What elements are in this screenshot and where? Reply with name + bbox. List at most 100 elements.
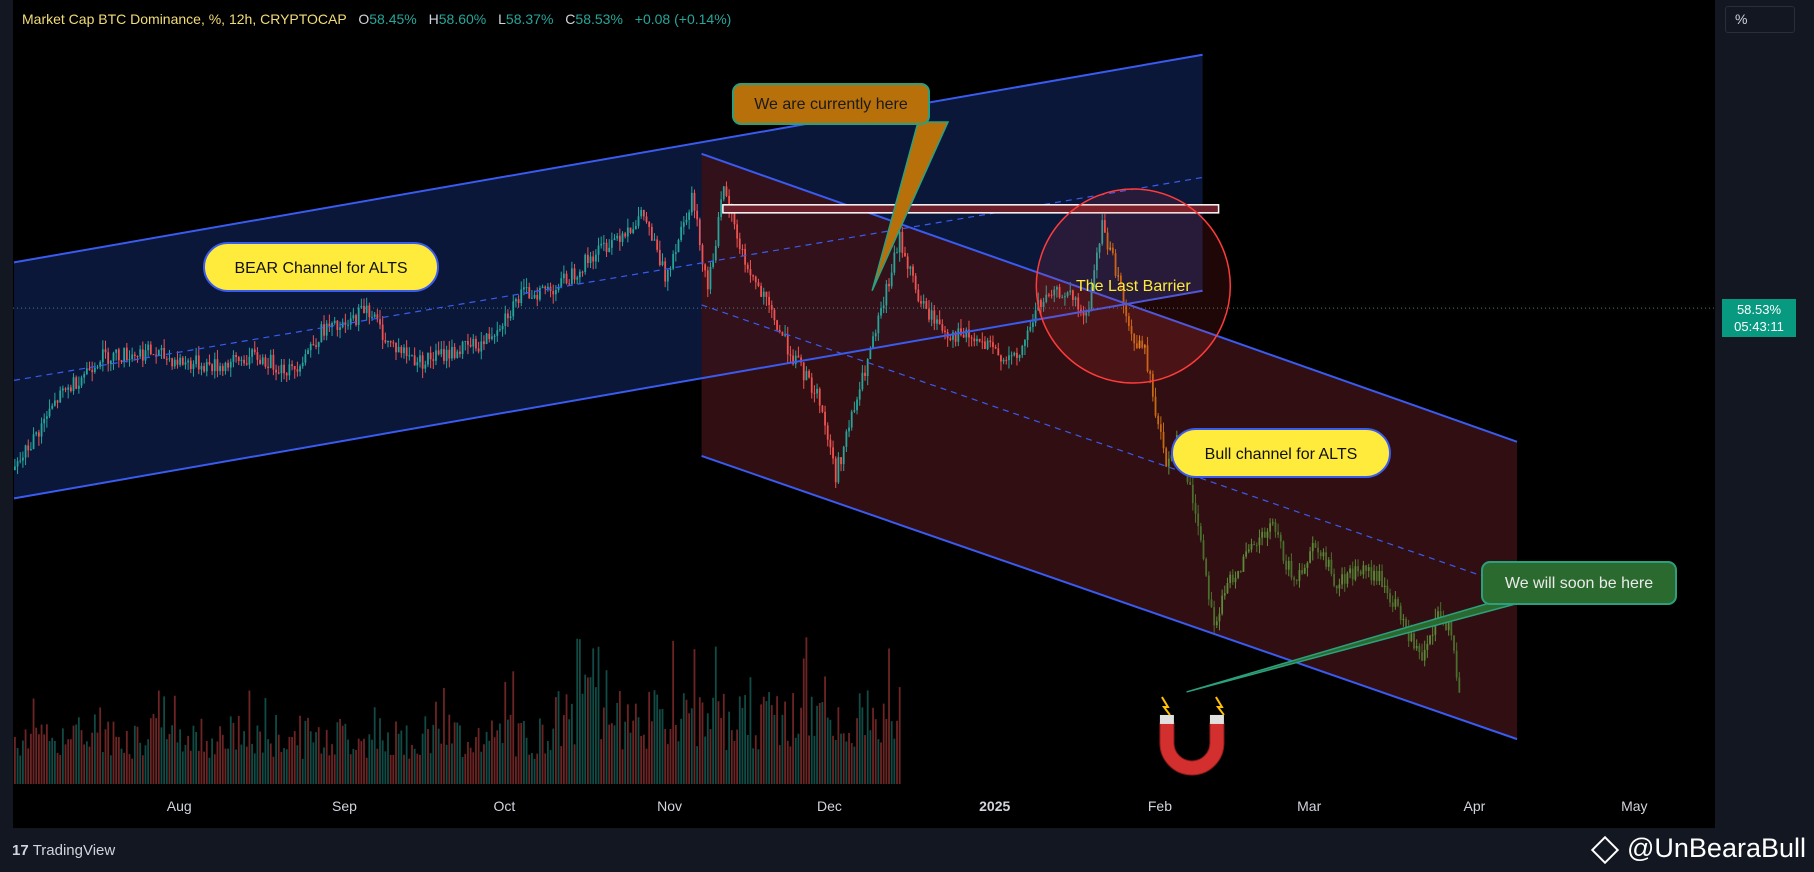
candle-body	[285, 373, 288, 376]
candle-body	[941, 324, 944, 331]
candle-body	[669, 268, 672, 270]
volume-bar	[416, 753, 419, 784]
candle-body	[435, 350, 437, 361]
candle-body	[1314, 543, 1317, 548]
volume-bar	[882, 703, 885, 784]
candle-body	[1050, 294, 1053, 296]
volume-bar	[272, 756, 275, 784]
candle-body	[283, 364, 285, 374]
candle-body	[451, 346, 453, 359]
time-axis-tick: May	[1621, 798, 1647, 814]
percent-scale-button[interactable]: %	[1725, 6, 1795, 33]
volume-bar	[738, 696, 741, 784]
volume-bar	[507, 719, 509, 784]
candle-body	[701, 245, 704, 265]
bear-channel-callout-box	[203, 242, 439, 292]
candle-body	[818, 388, 821, 406]
candle-body	[520, 289, 523, 304]
candle-body	[1210, 599, 1213, 608]
candle-body	[1058, 287, 1061, 298]
candle-body	[1034, 310, 1037, 323]
candle-body	[1247, 549, 1250, 552]
candle-body	[1447, 621, 1450, 631]
time-axis-tick: Aug	[167, 798, 192, 814]
volume-bar	[53, 740, 56, 784]
volume-bar	[155, 718, 158, 784]
volume-bar	[842, 733, 845, 784]
volume-bar	[411, 744, 413, 784]
candle-body	[1119, 275, 1122, 285]
candle-body	[1365, 565, 1367, 571]
candle-body	[1167, 458, 1170, 467]
chart-pane[interactable]: The Last Barrier BEAR Channel for ALTS Bul…	[13, 0, 1715, 828]
candle-body	[379, 319, 381, 325]
candle-body	[48, 408, 51, 417]
volume-bar	[656, 694, 659, 784]
volume-bar	[405, 725, 408, 784]
candle-body	[1122, 284, 1125, 306]
candle-body	[642, 209, 645, 217]
candle-body	[786, 334, 789, 355]
candle-body	[1327, 559, 1330, 567]
candle-body	[848, 427, 850, 432]
candle-body	[232, 354, 235, 362]
volume-bar	[77, 717, 80, 784]
volume-bar	[376, 748, 379, 784]
volume-bar	[664, 728, 667, 784]
candle-body	[1085, 312, 1088, 316]
candle-body	[1269, 523, 1272, 532]
candle-body	[445, 349, 448, 361]
candle-body	[906, 256, 909, 269]
candle-body	[888, 283, 890, 287]
candle-body	[685, 219, 688, 223]
candle-body	[1237, 571, 1240, 578]
candle-body	[384, 340, 387, 343]
volume-bar	[826, 717, 829, 784]
bull-channel-upper-line	[701, 152, 1518, 443]
candle-body	[1010, 355, 1013, 357]
candle-body	[43, 418, 46, 424]
volume-bar	[288, 736, 291, 784]
volume-bar	[355, 749, 357, 784]
candle-body	[1056, 287, 1058, 290]
volume-bar	[200, 718, 203, 784]
candle-body	[1431, 634, 1434, 636]
volume-bar	[285, 749, 288, 784]
candle-body	[413, 355, 416, 366]
volume-bar	[392, 754, 395, 784]
candle-body	[120, 360, 123, 362]
candle-body	[37, 432, 40, 437]
candle-body	[600, 243, 603, 246]
candle-body	[1375, 570, 1378, 582]
candle-body	[323, 324, 325, 336]
volume-bar	[160, 727, 163, 784]
volume-bar	[786, 740, 789, 784]
candle-body	[994, 347, 997, 349]
candle-body	[784, 334, 786, 336]
candle-body	[352, 315, 355, 319]
candle-body	[736, 224, 739, 239]
candle-body	[1343, 574, 1346, 584]
volume-bar	[477, 728, 480, 784]
volume-bar	[781, 714, 784, 784]
volume-bar	[40, 724, 43, 784]
candle-body	[957, 328, 960, 342]
candle-body	[235, 354, 237, 358]
volume-bar	[520, 723, 523, 784]
candle-body	[1258, 537, 1261, 546]
candle-body	[403, 347, 405, 354]
symbol-name[interactable]: Market Cap BTC Dominance, %, 12h, CRYPTO…	[22, 11, 347, 27]
candle-body	[773, 309, 776, 321]
volume-bar	[429, 753, 432, 784]
volume-bar	[413, 748, 416, 784]
candle-body	[1149, 371, 1152, 375]
candle-body	[1223, 593, 1226, 596]
tradingview-logo[interactable]: 17 TradingView	[12, 842, 115, 859]
candle-body	[45, 416, 48, 419]
candle-body	[315, 345, 317, 347]
tradingview-mark: 17	[12, 842, 29, 859]
candle-body	[1282, 541, 1285, 561]
volume-bar	[706, 713, 709, 784]
candle-body	[264, 357, 267, 367]
candle-body	[1242, 556, 1245, 572]
